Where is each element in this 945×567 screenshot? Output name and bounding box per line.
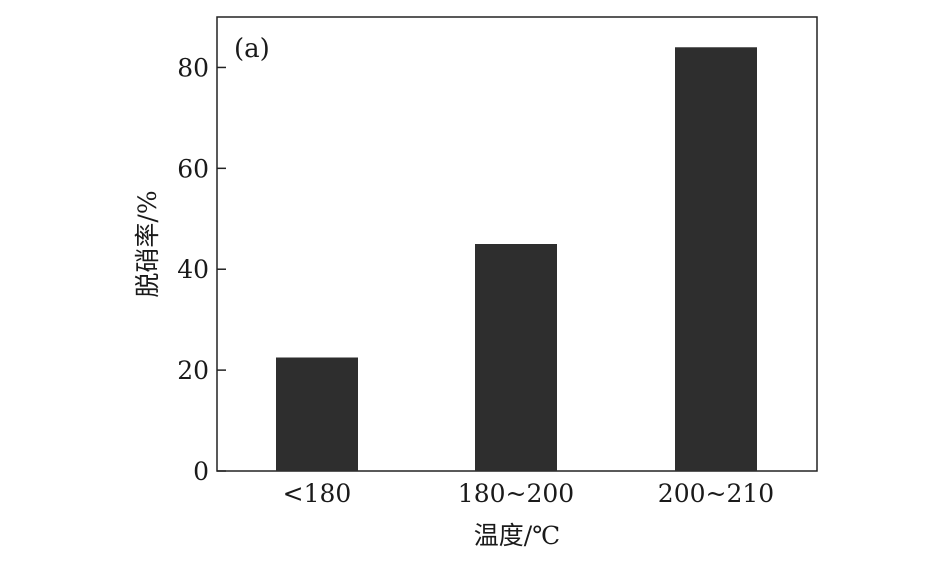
y-tick-label-1: 20 <box>177 356 209 385</box>
bar-0 <box>276 357 358 471</box>
bars-group <box>276 47 757 472</box>
bar-1 <box>475 244 557 471</box>
y-tick-label-2: 40 <box>177 255 209 284</box>
y-axis-ticks: 0 20 40 60 80 <box>177 53 226 486</box>
x-tick-label-1: 180~200 <box>458 479 574 508</box>
y-tick-label-0: 0 <box>193 457 209 486</box>
x-axis-title: 温度/℃ <box>474 521 560 550</box>
bar-2 <box>675 47 757 472</box>
y-axis-title: 脱硝率/% <box>133 190 162 297</box>
x-tick-label-2: 200~210 <box>658 479 774 508</box>
panel-label: (a) <box>234 34 270 64</box>
x-tick-label-0: <180 <box>283 479 352 508</box>
y-tick-label-4: 80 <box>177 53 209 82</box>
x-axis-ticks: <180 180~200 200~210 <box>283 479 775 508</box>
y-tick-label-3: 60 <box>177 154 209 183</box>
